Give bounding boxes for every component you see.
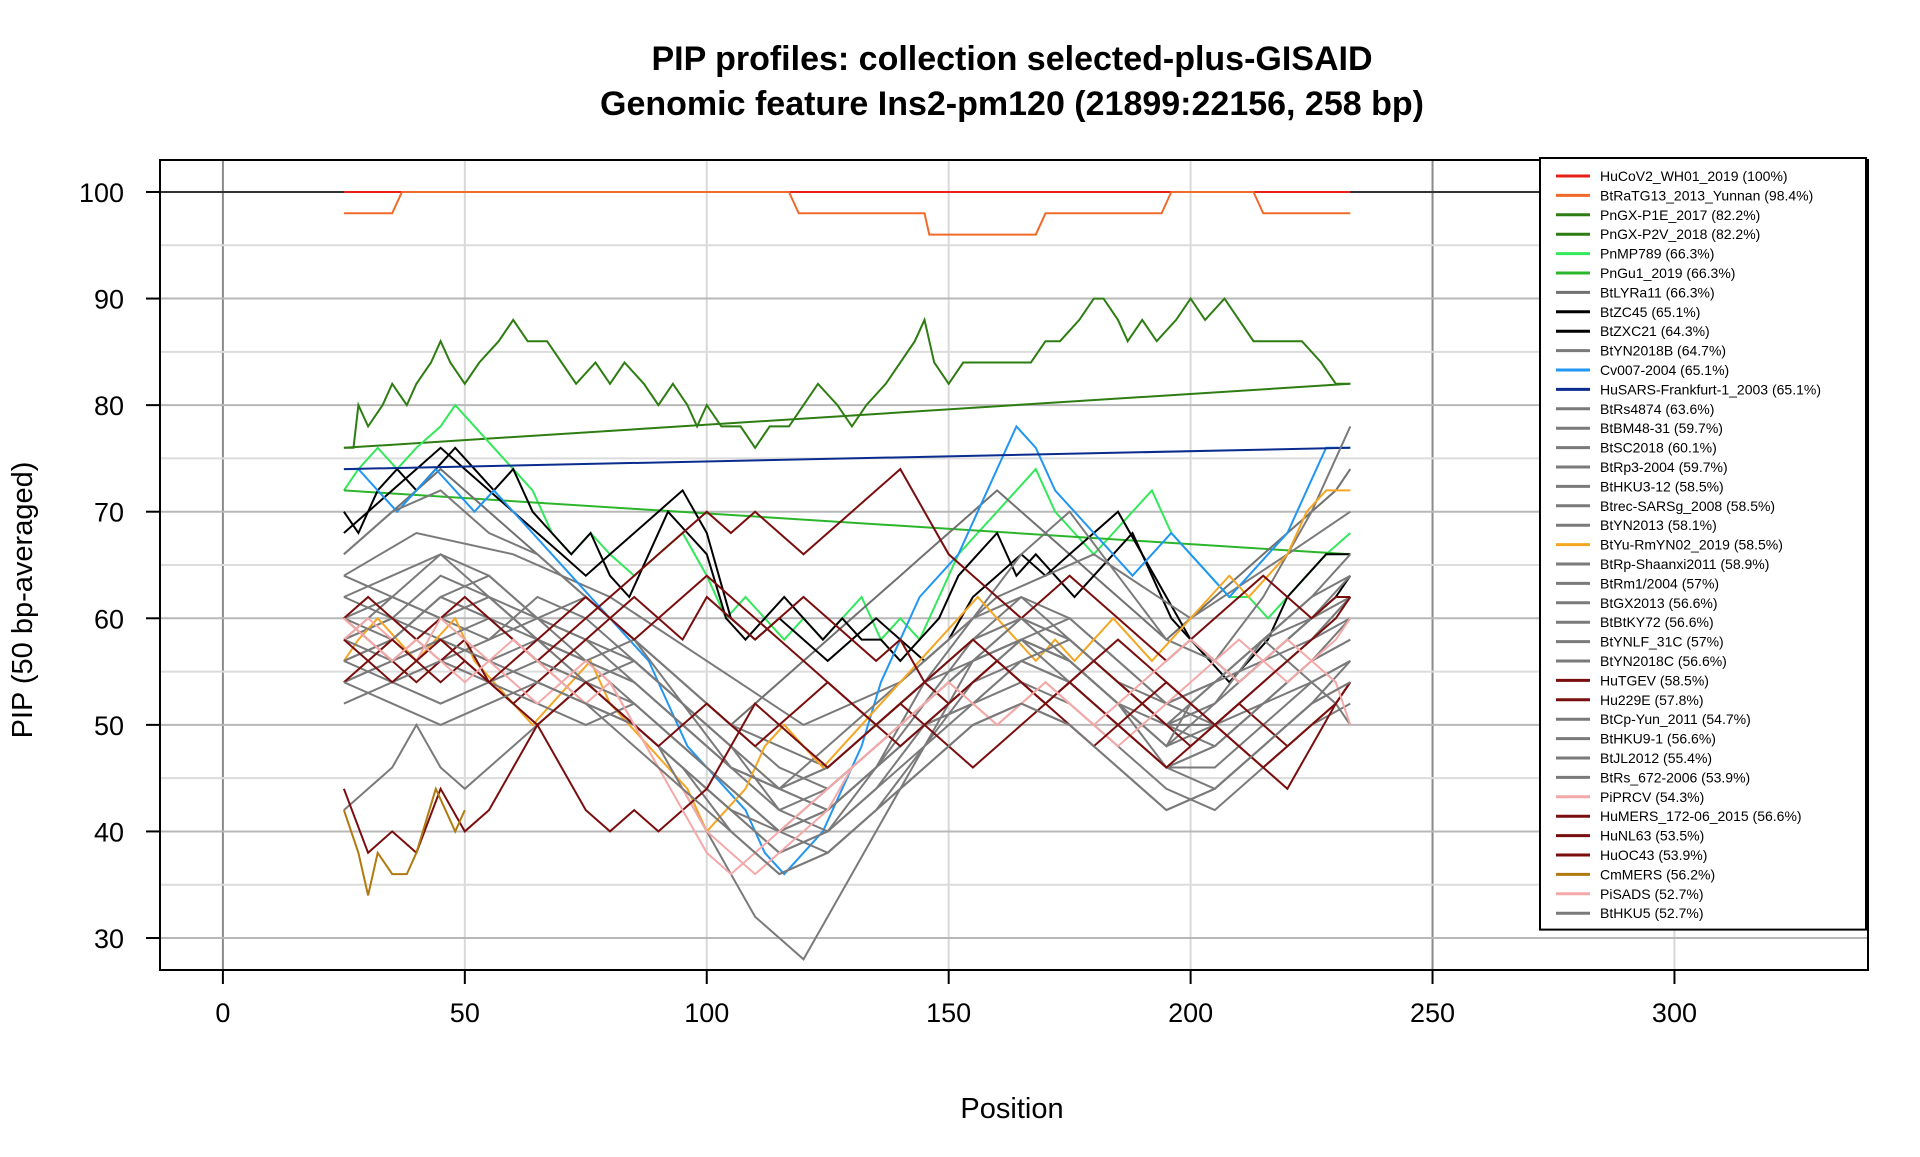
y-tick-label: 30 (94, 924, 124, 954)
series-line-17 (343, 595, 1352, 790)
legend-item-label: BtBtKY72 (56.6%) (1600, 614, 1714, 630)
y-tick-label: 60 (94, 604, 124, 634)
legend: HuCoV2_WH01_2019 (100%) BtRaTG13_2013_Yun… (1539, 157, 1867, 931)
legend-item-label: HuMERS_172-06_2015 (56.6%) (1600, 808, 1802, 824)
chart-title: PIP profiles: collection selected-plus-G… (651, 40, 1372, 78)
y-tick-label: 50 (94, 711, 124, 741)
x-tick-label: 200 (1168, 998, 1213, 1028)
legend-item-label: PnGX-P2V_2018 (82.2%) (1600, 226, 1760, 242)
legend-item-label: BtHKU9-1 (56.6%) (1600, 731, 1716, 747)
legend-item-label: BtBM48-31 (59.7%) (1600, 420, 1723, 436)
legend-item-label: BtYu-RmYN02_2019 (58.5%) (1600, 537, 1783, 553)
legend-item-label: BtHKU3-12 (58.5%) (1600, 478, 1724, 494)
x-axis-label: Position (960, 1093, 1063, 1125)
legend-item-label: BtYN2018B (64.7%) (1600, 343, 1726, 359)
series-line-16 (343, 595, 1351, 790)
chart-subtitle: Genomic feature Ins2-pm120 (21899:22156,… (600, 85, 1424, 123)
legend-item-label: Hu229E (57.8%) (1600, 692, 1704, 708)
series-line-34 (342, 680, 1352, 855)
legend-item-label: PnGX-P1E_2017 (82.2%) (1600, 207, 1760, 223)
legend-item-label: HuOC43 (53.9%) (1600, 847, 1707, 863)
legend-item-label: BtJL2012 (55.4%) (1600, 750, 1712, 766)
axes: 0 50 100 150 200 250 300 30 40 50 60 70 80 90 100 (79, 159, 1869, 1028)
x-tick-label: 300 (1652, 998, 1697, 1028)
legend-item-label: BtZXC21 (64.3%) (1600, 323, 1710, 339)
legend-item-label: BtRaTG13_2013_Yunnan (98.4%) (1600, 187, 1813, 203)
legend-item-label: BtRp3-2004 (59.7%) (1600, 459, 1728, 475)
series-line-12 (343, 425, 1352, 833)
series-line-7 (343, 446, 1351, 684)
y-tick-label: 90 (94, 285, 124, 315)
legend-item-label: BtRs_672-2006 (53.9%) (1600, 769, 1750, 785)
legend-item-label: BtRp-Shaanxi2011 (58.9%) (1600, 556, 1769, 572)
series-line-2 (343, 296, 1351, 450)
series-lines (342, 191, 1352, 961)
series-line-5 (343, 489, 1351, 556)
y-tick-label: 80 (94, 391, 124, 421)
series-line-10 (343, 424, 1351, 876)
legend-item-label: BtYN2013 (58.1%) (1600, 517, 1717, 533)
legend-item-label: BtYN2018C (56.6%) (1600, 653, 1727, 669)
x-tick-label: 250 (1410, 998, 1455, 1028)
legend-item-label: BtZC45 (65.1%) (1600, 304, 1700, 320)
x-tick-label: 50 (450, 998, 480, 1028)
legend-item-label: HuNL63 (53.5%) (1600, 828, 1704, 844)
y-tick-label: 100 (79, 178, 124, 208)
legend-item-label: BtRs4874 (63.6%) (1600, 401, 1714, 417)
series-line-35 (343, 596, 1352, 748)
x-tick-label: 150 (926, 998, 971, 1028)
legend-item-label: PnMP789 (66.3%) (1600, 246, 1714, 262)
plot-frame (159, 159, 1869, 971)
legend-item-label: CmMERS (56.2%) (1600, 866, 1715, 882)
legend-item-label: Btrec-SARSg_2008 (58.5%) (1600, 498, 1775, 514)
legend-item-label: PiPRCV (54.3%) (1600, 789, 1704, 805)
legend-item-label: BtCp-Yun_2011 (54.7%) (1600, 711, 1751, 727)
series-line-3 (343, 382, 1351, 449)
legend-item-label: BtRm1/2004 (57%) (1600, 575, 1719, 591)
legend-item-label: PnGu1_2019 (66.3%) (1600, 265, 1735, 281)
legend-item-label: HuCoV2_WH01_2019 (100%) (1600, 168, 1788, 184)
y-tick-label: 70 (94, 498, 124, 528)
legend-item-label: BtSC2018 (60.1%) (1600, 440, 1717, 456)
legend-item-label: PiSADS (52.7%) (1600, 886, 1703, 902)
series-line-36 (342, 785, 466, 896)
series-line-38 (343, 681, 1351, 876)
legend-item-label: BtYNLF_31C (57%) (1600, 634, 1724, 650)
legend-item-label: Cv007-2004 (65.1%) (1600, 362, 1729, 378)
x-tick-label: 100 (684, 998, 729, 1028)
legend-item-label: BtLYRa11 (66.3%) (1600, 284, 1715, 300)
legend-item-label: BtHKU5 (52.7%) (1600, 905, 1703, 921)
legend-item-label: HuTGEV (58.5%) (1600, 672, 1709, 688)
series-line-37 (343, 617, 1352, 876)
legend-item-label: HuSARS-Frankfurt-1_2003 (65.1%) (1600, 381, 1821, 397)
y-axis-label: PIP (50 bp-averaged) (7, 462, 39, 739)
series-line-1 (343, 191, 1351, 236)
y-tick-label: 40 (94, 817, 124, 847)
legend-box (1539, 157, 1867, 931)
legend-item-label: BtGX2013 (56.6%) (1600, 595, 1718, 611)
x-tick-label: 0 (215, 998, 230, 1028)
series-line-29 (343, 616, 1352, 961)
series-line-11 (343, 446, 1351, 471)
